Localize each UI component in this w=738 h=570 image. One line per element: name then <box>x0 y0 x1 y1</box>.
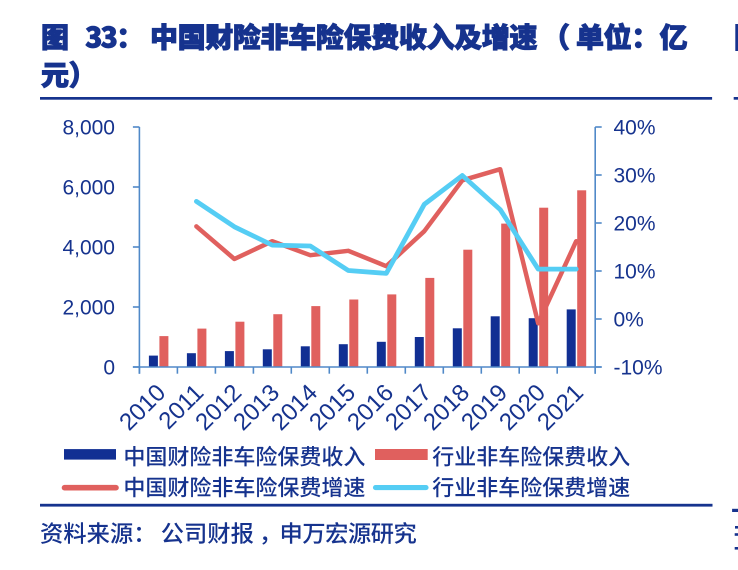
svg-text:6,000: 6,000 <box>62 177 115 200</box>
svg-text:30%: 30% <box>614 165 656 188</box>
svg-text:4,000: 4,000 <box>62 237 115 260</box>
svg-text:0%: 0% <box>614 309 644 332</box>
svg-text:10%: 10% <box>614 261 656 284</box>
svg-text:2,000: 2,000 <box>62 297 115 320</box>
svg-text:40%: 40% <box>614 117 656 140</box>
svg-text:-10%: -10% <box>614 357 663 380</box>
svg-text:0: 0 <box>103 357 115 380</box>
svg-text:8,000: 8,000 <box>62 117 115 140</box>
svg-text:20%: 20% <box>614 213 656 236</box>
